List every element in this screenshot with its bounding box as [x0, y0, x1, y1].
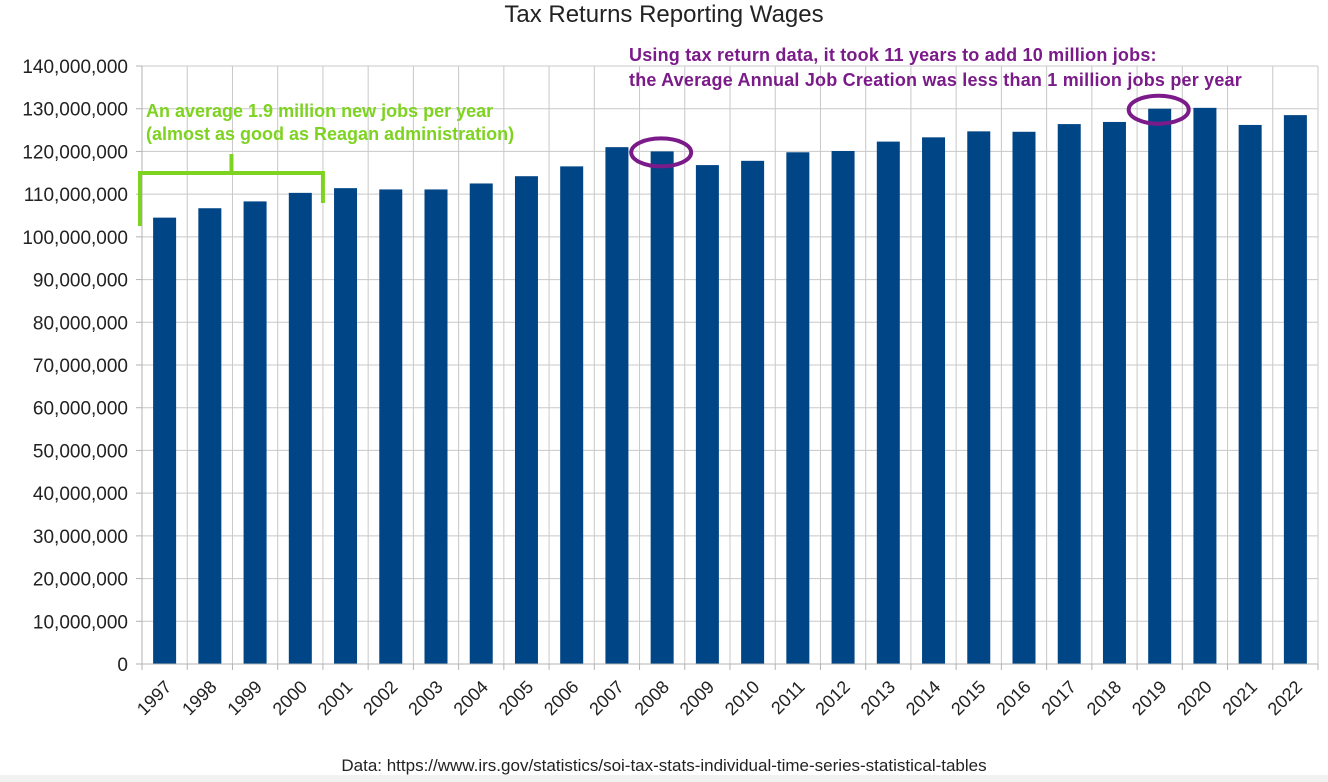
x-tick-label: 2018: [1083, 677, 1125, 719]
bar-2012: [831, 151, 855, 664]
bar-2021: [1238, 124, 1262, 664]
x-tick-label: 2001: [314, 677, 356, 719]
x-tick-label: 2013: [857, 677, 899, 719]
bar-2004: [469, 183, 493, 664]
x-tick-label: 2002: [359, 677, 401, 719]
x-tick-label: 2005: [495, 677, 537, 719]
purple-annotation-line-1: Using tax return data, it took 11 years …: [629, 45, 1157, 65]
y-tick-label: 40,000,000: [33, 484, 128, 505]
bar-2014: [922, 137, 946, 664]
x-tick-label: 1999: [223, 677, 265, 719]
bar-2001: [334, 188, 358, 665]
annotations: An average 1.9 million new jobs per year…: [138, 45, 1242, 226]
y-tick-label: 120,000,000: [22, 142, 128, 163]
y-tick-label: 140,000,000: [22, 57, 128, 78]
bar-2006: [560, 166, 584, 664]
x-tick-label: 1997: [133, 677, 175, 719]
x-tick-label: 2012: [811, 677, 853, 719]
green-bracket: [138, 154, 325, 226]
x-tick-label: 2014: [902, 677, 944, 719]
y-tick-labels: 0 10,000,000 20,000,000 30,000,000 40,000,00…: [22, 57, 128, 676]
y-tick-label: 20,000,000: [33, 570, 128, 591]
x-tick-label: 2007: [585, 677, 627, 719]
y-tick-label: 90,000,000: [33, 271, 128, 292]
y-tick-label: 100,000,000: [22, 228, 128, 249]
x-tick-label: 2017: [1038, 677, 1080, 719]
x-tick-label: 2010: [721, 677, 763, 719]
y-tick-label: 10,000,000: [33, 612, 128, 633]
x-tick-label: 2008: [631, 677, 673, 719]
highlight-circle-2019: [1126, 93, 1191, 126]
bar-2019: [1148, 108, 1172, 664]
bars: [153, 107, 1307, 665]
chart-title: Tax Returns Reporting Wages: [504, 1, 823, 28]
highlight-circle-2008: [629, 136, 694, 169]
y-tick-label: 130,000,000: [22, 100, 128, 121]
y-tick-label: 50,000,000: [33, 441, 128, 462]
bar-2008: [650, 151, 674, 664]
x-tick-labels: 1997 1998 1999 2000 2001 2002 2003 2004 2005 2006…: [133, 677, 1306, 719]
bar-2002: [379, 189, 403, 665]
purple-annotation-line-2: the Average Annual Job Creation was less…: [629, 70, 1242, 90]
gridlines: [141, 65, 1319, 665]
bar-2015: [967, 131, 991, 665]
x-tick-label: 2015: [947, 677, 989, 719]
bar-2016: [1012, 131, 1036, 664]
bar-2018: [1102, 121, 1126, 665]
bar-2005: [514, 176, 538, 664]
bar-2007: [605, 147, 629, 664]
bar-1997: [153, 217, 177, 664]
x-tick-label: 2022: [1264, 677, 1306, 719]
x-tick-label: 2004: [450, 677, 492, 719]
bar-2000: [288, 192, 312, 664]
bar-2003: [424, 189, 448, 665]
bar-2011: [786, 152, 810, 665]
bar-2010: [741, 160, 765, 664]
y-tick-label: 30,000,000: [33, 527, 128, 548]
green-annotation-line-2: (almost as good as Reagan administration…: [146, 124, 514, 144]
y-tick-label: 0: [117, 655, 128, 676]
bar-2022: [1283, 115, 1307, 664]
data-source: Data: https://www.irs.gov/statistics/soi…: [341, 756, 986, 775]
y-tick-label: 60,000,000: [33, 399, 128, 420]
bar-2020: [1193, 107, 1217, 665]
bar-2009: [695, 165, 719, 664]
x-tick-label: 2006: [540, 677, 582, 719]
x-tick-label: 2009: [676, 677, 718, 719]
y-tick-label: 110,000,000: [24, 185, 128, 206]
y-tick-label: 80,000,000: [33, 313, 128, 334]
x-tick-label: 2019: [1128, 677, 1170, 719]
x-tick-label: 1998: [178, 677, 220, 719]
bar-1999: [243, 201, 267, 664]
axes: [136, 65, 1319, 670]
x-tick-label: 2020: [1173, 677, 1215, 719]
bar-2017: [1057, 124, 1081, 664]
bar-1998: [198, 208, 222, 664]
x-tick-label: 2016: [992, 677, 1034, 719]
x-tick-label: 2021: [1219, 677, 1261, 719]
bar-2013: [876, 141, 900, 665]
x-tick-label: 2000: [269, 677, 311, 719]
x-tick-label: 2003: [404, 677, 446, 719]
green-annotation-line-1: An average 1.9 million new jobs per year: [146, 101, 493, 121]
y-tick-label: 70,000,000: [33, 356, 128, 377]
x-tick-label: 2011: [767, 677, 809, 719]
footer-strip: [0, 775, 1328, 782]
